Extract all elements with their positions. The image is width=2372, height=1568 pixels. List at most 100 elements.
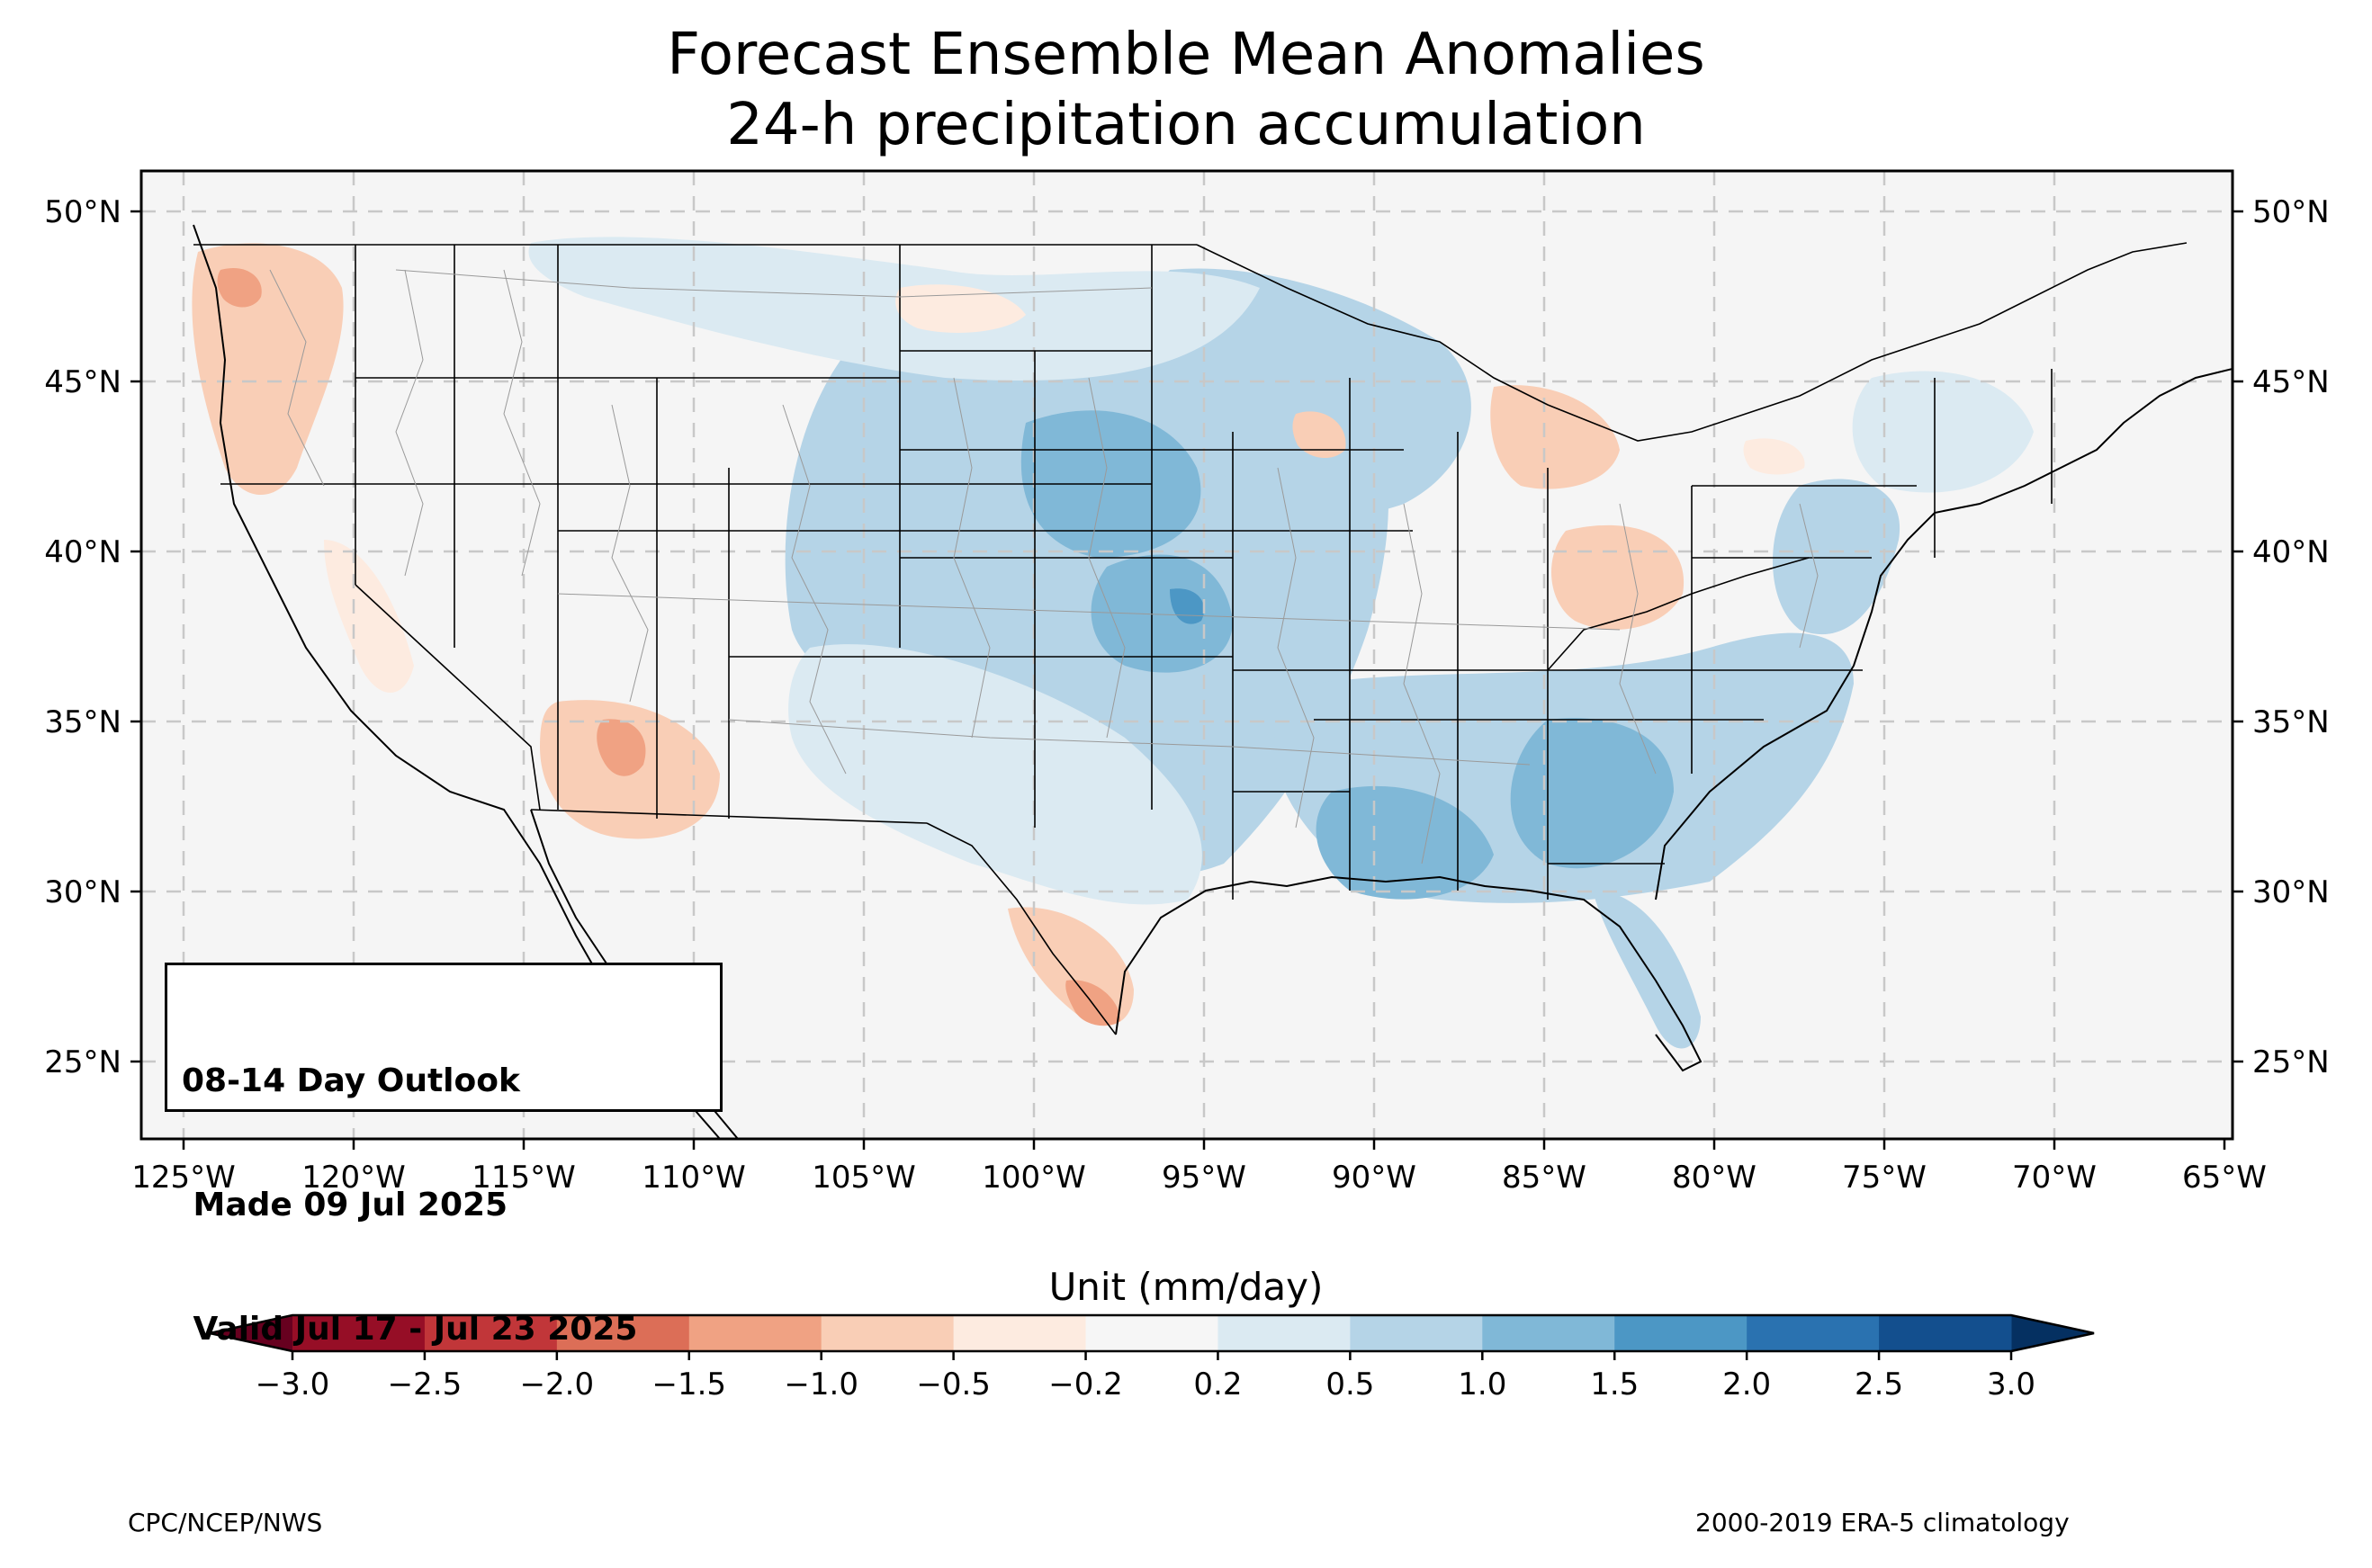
colorbar-under-arrow [210, 1315, 292, 1351]
lon-label-105w: 105°W [812, 1160, 916, 1196]
state-line-30 [1547, 557, 1810, 671]
county-line-7 [1088, 377, 1126, 739]
lon-label-75w: 75°W [1842, 1160, 1927, 1196]
county-line-13 [557, 593, 1621, 631]
outlook-made-date: Made 09 Jul 2025 [182, 1187, 508, 1223]
lat-labels-left: 25°N 30°N 35°N 40°N 45°N 50°N [44, 194, 121, 1080]
anomaly-upper-plains [528, 237, 1260, 381]
colorbar-tick-label-0: −3.0 [256, 1366, 330, 1402]
lon-label-90w: 90°W [1332, 1160, 1416, 1196]
lon-label-100w: 100°W [982, 1160, 1086, 1196]
map-canvas [141, 171, 2233, 1139]
colorbar-tick-label-3: −1.5 [651, 1366, 726, 1402]
anomaly-pnw-core [217, 268, 262, 308]
colorbar-tick-label-6: −0.2 [1048, 1366, 1123, 1402]
anomaly-georgia-core [1510, 718, 1674, 869]
county-line-6 [953, 377, 991, 739]
colorbar-segment-9 [1482, 1315, 1615, 1351]
colorbar-segment-1 [424, 1315, 558, 1351]
colorbar-segment-6 [1085, 1315, 1218, 1351]
colorbar-tick-label-10: 1.5 [1590, 1366, 1639, 1402]
county-line-5 [782, 404, 847, 775]
lat-label-35n: 35°N [44, 704, 121, 740]
map-frame [139, 169, 2234, 1141]
outlook-period: 08-14 Day Outlook [182, 1062, 520, 1099]
climatology-note: 2000-2019 ERA-5 climatology [1695, 1508, 2070, 1537]
outlook-valid-range: Valid Jul 17 - Jul 23 2025 [182, 1311, 638, 1348]
lat-label-45n-right: 45°N [2252, 364, 2330, 400]
lon-label-85w: 85°W [1502, 1160, 1586, 1196]
county-line-1 [269, 269, 325, 487]
colorbar-tick-label-5: −0.5 [916, 1366, 991, 1402]
lat-label-25n-right: 25°N [2252, 1044, 2330, 1080]
lat-label-25n: 25°N [44, 1044, 121, 1080]
county-lines [269, 269, 1819, 865]
colorbar-tick-label-4: −1.0 [784, 1366, 858, 1402]
colorbar-segment-4 [821, 1315, 955, 1351]
colorbar-tick-label-13: 3.0 [1987, 1366, 2035, 1402]
atlantic-coast [1655, 368, 2233, 900]
lat-label-35n-right: 35°N [2252, 704, 2330, 740]
colorbar-tick-label-7: 0.2 [1193, 1366, 1242, 1402]
source-credit: CPC/NCEP/NWS [128, 1508, 323, 1537]
great-lakes-border [1196, 242, 2188, 442]
colorbar-tick-label-11: 2.0 [1722, 1366, 1771, 1402]
lon-label-125w: 125°W [131, 1160, 236, 1196]
county-line-10 [1619, 503, 1657, 775]
colorbar-segment-2 [556, 1315, 690, 1351]
anomaly-arizona-core [597, 719, 646, 776]
lat-labels-right: 25°N 30°N 35°N 40°N 45°N 50°N [2252, 194, 2330, 1080]
anomaly-texas [788, 644, 1202, 905]
state-line-29 [355, 584, 541, 811]
lat-label-45n: 45°N [44, 364, 121, 400]
colorbar-segment-11 [1747, 1315, 1880, 1351]
anomaly-california [324, 540, 414, 693]
lon-labels: 125°W 120°W 115°W 110°W 105°W 100°W 95°W… [131, 1160, 2267, 1196]
anomaly-pacific-northwest [192, 243, 344, 495]
lat-label-30n-right: 30°N [2252, 874, 2330, 910]
colorbar-segment-0 [292, 1315, 426, 1351]
x-ticks [182, 1139, 2226, 1150]
anomaly-south-texas-core [1065, 980, 1120, 1026]
outlook-info-box: 08-14 Day Outlook Made 09 Jul 2025 Valid… [165, 963, 723, 1348]
lat-label-40n-right: 40°N [2252, 534, 2330, 570]
colorbar-segment-10 [1614, 1315, 1748, 1351]
map-title-line2: 24-h precipitation accumulation [726, 92, 1646, 158]
county-line-8 [1277, 467, 1315, 829]
lon-label-115w: 115°W [472, 1160, 576, 1196]
county-line-4 [611, 404, 649, 703]
map-title-line1: Forecast Ensemble Mean Anomalies [667, 22, 1705, 88]
anomaly-gulf-core [1316, 785, 1494, 900]
lon-label-70w: 70°W [2012, 1160, 2097, 1196]
graticule [141, 171, 2233, 1139]
colorbar-tick-label-8: 0.5 [1325, 1366, 1374, 1402]
county-line-14 [728, 719, 1531, 766]
gulf-coast [1115, 875, 1703, 1072]
anomaly-michigan [1490, 385, 1620, 489]
lat-label-30n: 30°N [44, 874, 121, 910]
county-line-11 [1799, 503, 1819, 649]
lon-label-120w: 120°W [301, 1160, 406, 1196]
colorbar-tick-label-2: −2.0 [520, 1366, 595, 1402]
colorbar-tick-label-9: 1.0 [1458, 1366, 1506, 1402]
colorbar-segment-3 [688, 1315, 822, 1351]
county-line-12 [395, 269, 1153, 298]
lat-label-50n: 50°N [44, 194, 121, 230]
rio-grande [926, 822, 1117, 1035]
lat-label-50n-right: 50°N [2252, 194, 2330, 230]
y-ticks [130, 210, 2243, 1063]
lon-label-65w: 65°W [2182, 1160, 2267, 1196]
county-line-9 [1403, 503, 1441, 865]
colorbar-tick-label-12: 2.5 [1855, 1366, 1903, 1402]
lon-label-80w: 80°W [1672, 1160, 1757, 1196]
colorbar-tick-label-1: −2.5 [388, 1366, 463, 1402]
county-line-2 [395, 269, 424, 577]
anomaly-montana-dry [895, 284, 1026, 333]
anomaly-kansas-core [1091, 554, 1233, 673]
anomaly-ne-dry [1743, 438, 1805, 475]
colorbar-segment-7 [1217, 1315, 1351, 1351]
colorbar-segment-8 [1350, 1315, 1483, 1351]
lon-label-95w: 95°W [1162, 1160, 1246, 1196]
colorbar-segment-12 [1879, 1315, 2012, 1351]
